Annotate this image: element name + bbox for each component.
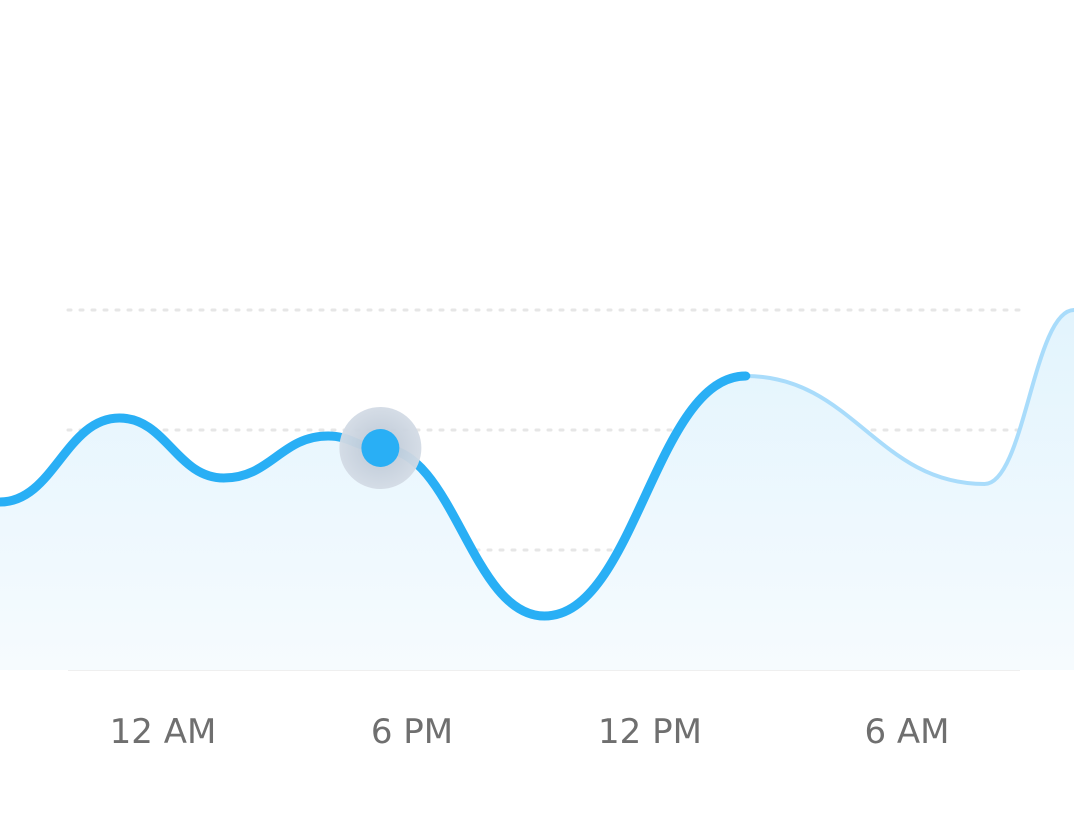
highlight-marker xyxy=(339,407,422,489)
highlight-marker-dot[interactable] xyxy=(361,429,400,467)
area-fill-shape xyxy=(0,310,1074,670)
x-tick-label-12pm: 12 PM xyxy=(598,712,702,752)
x-tick-label-12am: 12 AM xyxy=(110,712,217,752)
x-tick-label-6am: 6 AM xyxy=(864,712,949,752)
series-line-faded xyxy=(743,308,1074,487)
x-tick-label-6pm: 6 PM xyxy=(371,712,453,752)
area-fill xyxy=(0,310,1074,670)
x-axis-ticks: 12 AM 6 PM 12 PM 6 AM xyxy=(110,712,950,752)
